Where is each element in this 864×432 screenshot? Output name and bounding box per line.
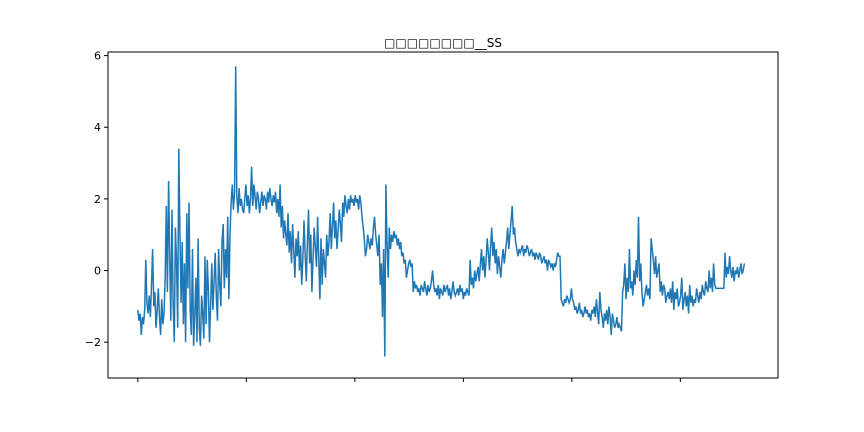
series-layer	[137, 66, 746, 357]
plot-area	[137, 66, 746, 357]
axes: −2 0 2 4 6	[85, 50, 681, 382]
y-tick-label: 0	[94, 265, 101, 278]
y-tick-label: 6	[94, 50, 101, 63]
plot-frame	[107, 51, 779, 379]
y-tick-label: 2	[94, 193, 101, 206]
y-tick-label: 4	[94, 121, 101, 134]
chart-title: □□□□□□□□__SS	[384, 36, 502, 50]
series-line	[137, 66, 746, 357]
y-tick-label: −2	[85, 336, 101, 349]
